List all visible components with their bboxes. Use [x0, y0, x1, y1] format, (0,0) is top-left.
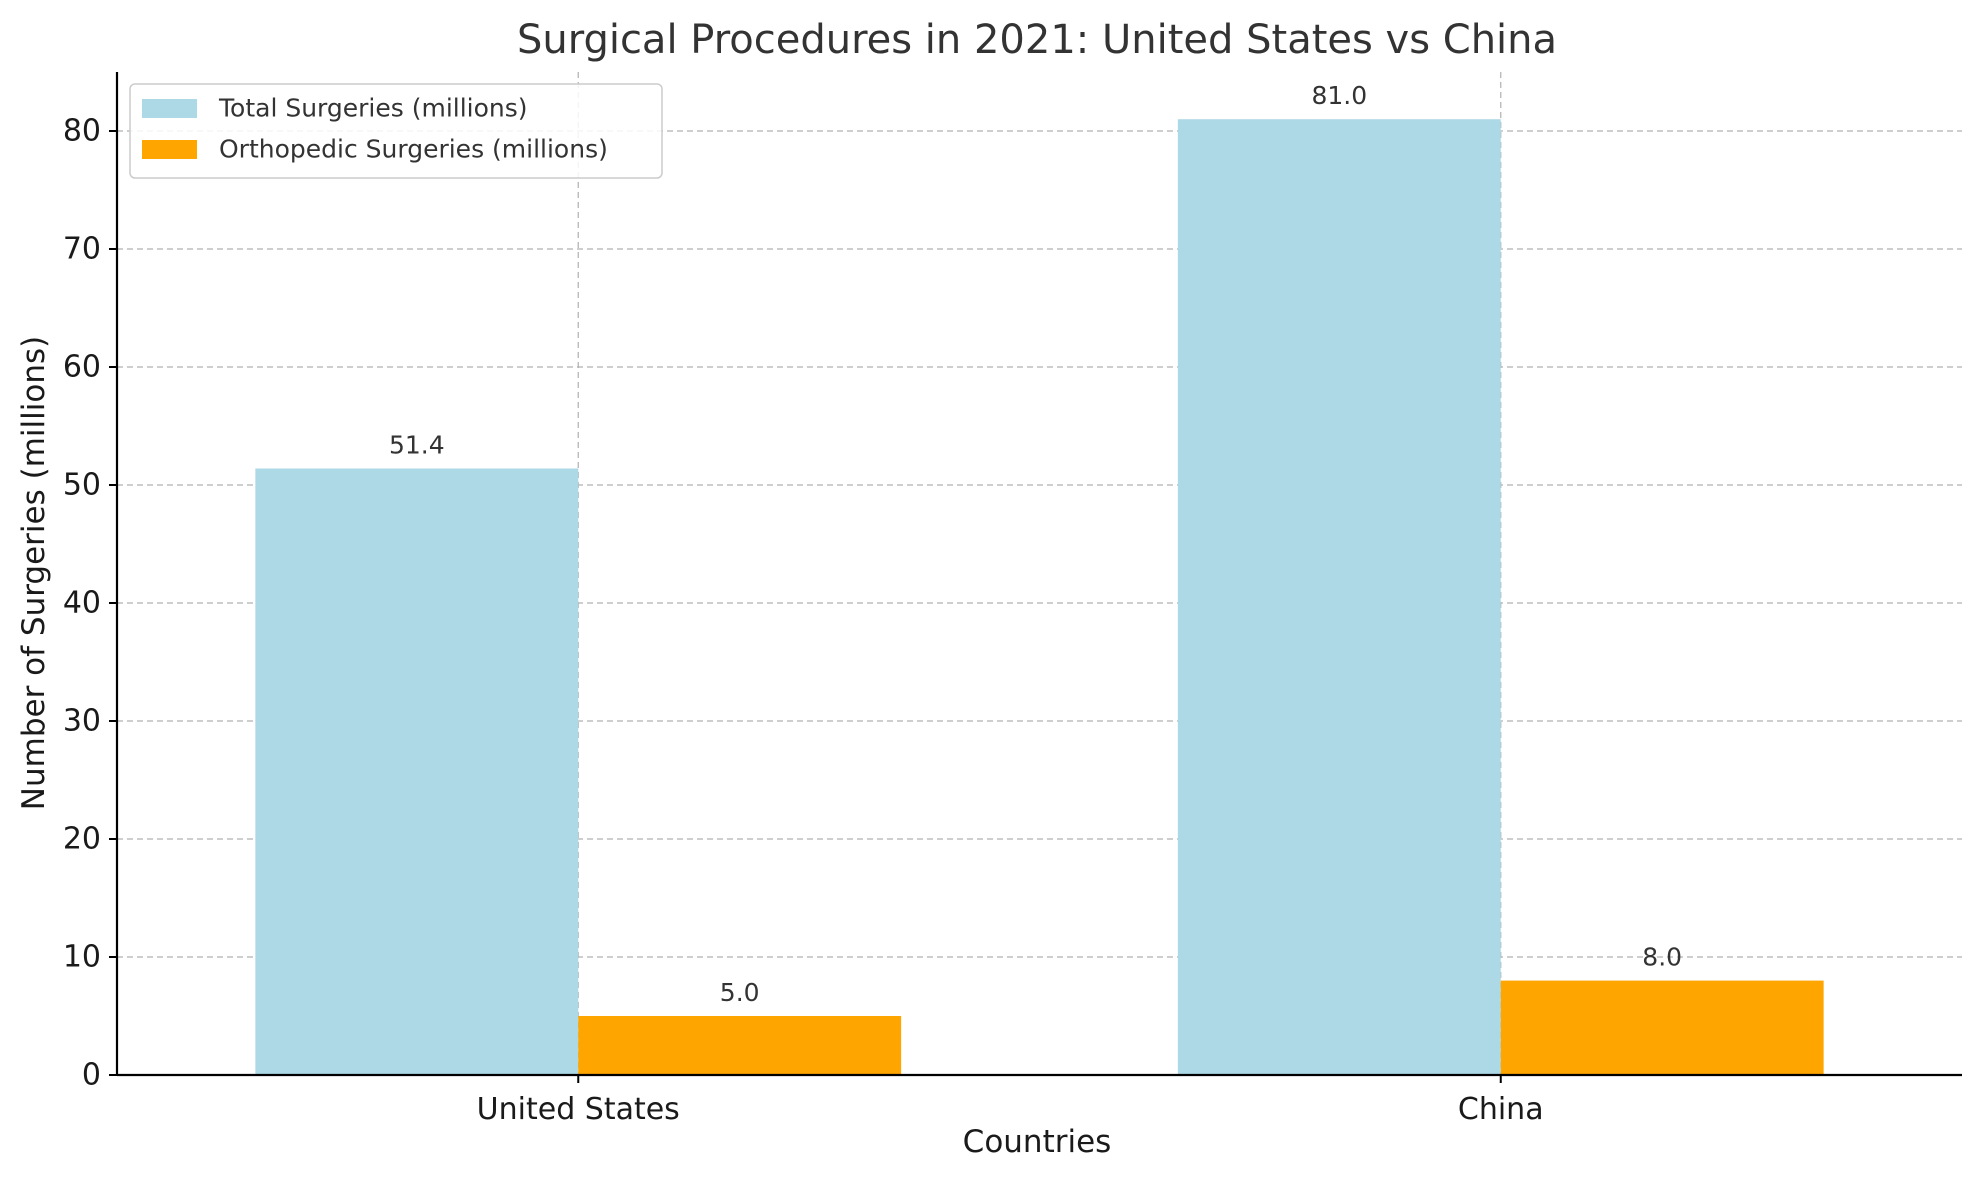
x-axis-label: Countries: [963, 1124, 1112, 1160]
y-tick-label: 10: [63, 940, 101, 975]
bar-value-label: 8.0: [1642, 943, 1682, 972]
y-tick-label: 50: [63, 468, 101, 503]
y-tick-label: 30: [63, 704, 101, 739]
legend: Total Surgeries (millions) Orthopedic Sur…: [129, 83, 663, 179]
bar-layer: [255, 119, 1824, 1076]
y-axis-label: Number of Surgeries (millions): [16, 336, 52, 810]
chart-title: Surgical Procedures in 2021: United Stat…: [517, 17, 1557, 63]
y-tick-label: 80: [63, 114, 101, 149]
legend-swatch: [142, 99, 197, 118]
label-layer: 51.4 81.0 5.0 8.0: [389, 81, 1682, 1007]
bar-value-label: 5.0: [720, 978, 760, 1007]
legend-box: [129, 83, 663, 179]
y-tick-label: 0: [82, 1058, 101, 1093]
legend-label: Total Surgeries (millions): [218, 94, 528, 123]
bar: [255, 468, 579, 1076]
x-tick-label: China: [1458, 1092, 1544, 1127]
bar-value-label: 51.4: [389, 430, 445, 459]
y-tick-label: 60: [63, 350, 101, 385]
legend-swatch: [142, 140, 197, 159]
legend-label: Orthopedic Surgeries (millions): [219, 135, 608, 164]
y-tick-label: 20: [63, 822, 101, 857]
bar: [578, 1016, 902, 1075]
bar: [1177, 119, 1501, 1075]
x-tick-label: United States: [477, 1092, 680, 1127]
y-tick-label: 70: [63, 232, 101, 267]
bar: [1500, 980, 1824, 1075]
y-tick-label: 40: [63, 586, 101, 621]
axis-layer: 0 10 20 30 40 50 60 70 80 United States China: [63, 72, 1962, 1127]
bar-value-label: 81.0: [1311, 81, 1367, 110]
